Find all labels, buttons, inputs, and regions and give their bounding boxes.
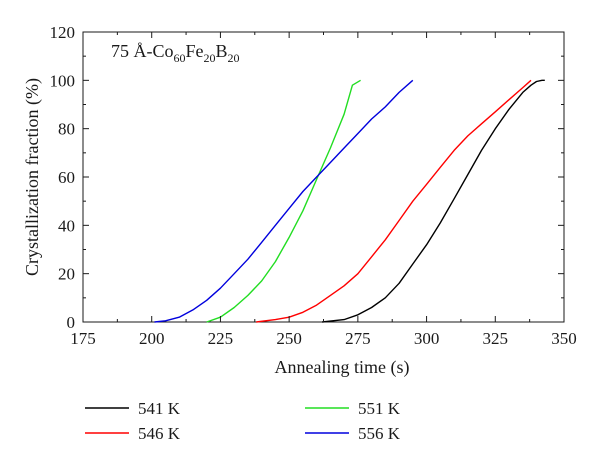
y-tick-label: 20: [58, 265, 75, 284]
series-line-546-k: [256, 79, 532, 323]
x-tick-label: 175: [70, 329, 96, 348]
x-tick-label: 225: [208, 329, 234, 348]
annot-sub-b: 20: [228, 51, 240, 65]
x-axis-title: Annealing time (s): [275, 357, 410, 378]
legend-label: 556 K: [358, 424, 401, 443]
y-tick-label: 60: [58, 168, 75, 187]
legend-label: 546 K: [138, 424, 181, 443]
series-line-556-k: [154, 79, 414, 323]
series-line-541-k: [322, 79, 545, 323]
x-tick-label: 300: [414, 329, 440, 348]
composition-annotation: 75 Å-Co60Fe20B20: [111, 41, 240, 65]
x-tick-label: 350: [551, 329, 577, 348]
series-layer: [154, 79, 545, 323]
y-axis-title: Crystallization fraction (%): [22, 78, 43, 276]
series-line-551-k: [206, 79, 361, 323]
y-tick-label: 100: [50, 71, 76, 90]
x-tick-label: 275: [345, 329, 371, 348]
legend: 541 K 546 K 551 K 556 K: [85, 399, 401, 443]
annot-prefix: 75 Å-Co: [111, 41, 174, 61]
annot-sub-fe: 20: [204, 51, 216, 65]
plot-area: [82, 31, 565, 323]
x-tick-label: 250: [276, 329, 302, 348]
x-tick-label: 325: [483, 329, 509, 348]
x-tick-label: 200: [139, 329, 165, 348]
y-tick-label: 40: [58, 216, 75, 235]
annot-fe: Fe: [186, 41, 204, 61]
legend-label: 551 K: [358, 399, 401, 418]
tick-layer: 175 200 225 250 275 300 325 350 0 20 40 60 80 100 120: [50, 23, 577, 348]
annot-sub-co: 60: [174, 51, 186, 65]
y-tick-label: 120: [50, 23, 76, 42]
y-tick-label: 80: [58, 120, 75, 139]
plot-frame: [82, 31, 565, 323]
legend-label: 541 K: [138, 399, 181, 418]
y-tick-label: 0: [67, 313, 76, 332]
annot-b: B: [216, 41, 228, 61]
